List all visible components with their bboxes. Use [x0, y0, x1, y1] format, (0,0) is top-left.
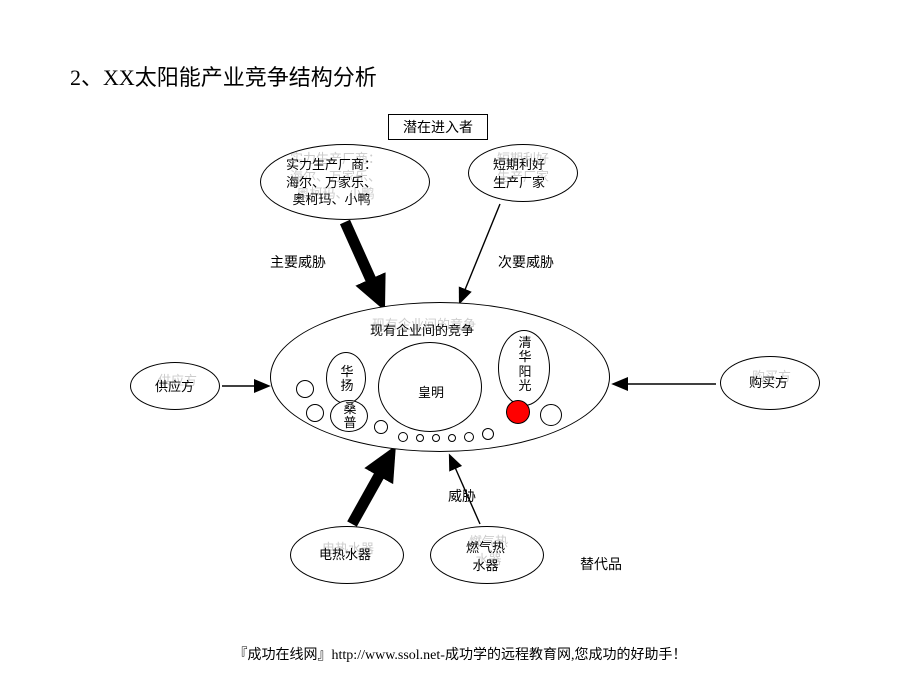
threat-label: 威胁 [448, 486, 476, 506]
huangming-label: 皇明 [418, 384, 444, 402]
footer-text: 『成功在线网』http://www.ssol.net-成功学的远程教育网,您成功… [0, 644, 920, 664]
tiny-circle [416, 434, 424, 442]
tiny-circle [296, 380, 314, 398]
tiny-circle [432, 434, 440, 442]
page-title: 2、XX太阳能产业竞争结构分析 [70, 60, 377, 92]
secondary-threat-label: 次要威胁 [498, 252, 554, 272]
main-threat-label: 主要威胁 [270, 252, 326, 272]
supplier-label: 供应方 [155, 378, 194, 396]
tiny-circle [482, 428, 494, 440]
huayang-label: 华 扬 [340, 365, 354, 394]
center-competition-label: 现有企业间的竞争 [370, 322, 474, 340]
tiny-circle [540, 404, 562, 426]
potential-entrants-box: 潜在进入者 [388, 114, 488, 140]
short-term-label: 短期利好 生产厂家 [493, 156, 545, 191]
substitutes-label: 替代品 [580, 554, 622, 574]
red-circle [506, 400, 530, 424]
tiny-circle [398, 432, 408, 442]
tiny-circle [448, 434, 456, 442]
sangpu-label: 桑 普 [343, 402, 357, 431]
arrow-electric-threat [352, 456, 390, 524]
electric-heater-label: 电热水器 [319, 546, 371, 564]
gas-heater-label: 燃气热 水器 [466, 539, 505, 574]
arrow-secondary-threat [460, 204, 500, 302]
potential-entrants-label: 潜在进入者 [403, 117, 473, 137]
tiny-circle [306, 404, 324, 422]
buyer-label: 购买方 [749, 374, 788, 392]
tiny-circle [464, 432, 474, 442]
arrow-main-threat [345, 222, 380, 300]
tiny-circle [374, 420, 388, 434]
tsinghua-label: 清 华 阳 光 [518, 336, 532, 393]
strong-manufacturers-label: 实力生产厂商： 海尔、万家乐、 奥柯玛、小鸭 [286, 156, 377, 209]
